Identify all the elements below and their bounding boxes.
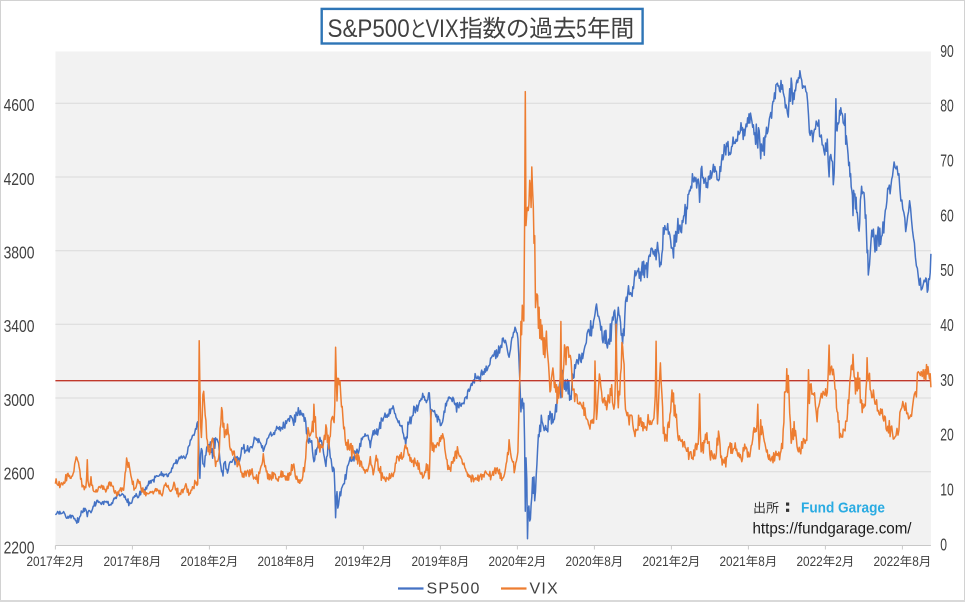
svg-text:3800: 3800	[4, 244, 35, 263]
svg-text:4200: 4200	[4, 170, 35, 189]
svg-text:0: 0	[940, 535, 947, 555]
svg-text:20: 20	[940, 426, 954, 446]
svg-text:5: 5	[576, 15, 586, 43]
svg-text:8: 8	[912, 554, 919, 569]
svg-text:2020: 2020	[489, 554, 515, 569]
svg-text:SP500: SP500	[427, 581, 481, 598]
svg-text:2019: 2019	[412, 554, 438, 569]
svg-text:2022: 2022	[874, 554, 900, 569]
svg-text:2017: 2017	[104, 554, 130, 569]
svg-text:8: 8	[296, 554, 303, 569]
svg-text:2019: 2019	[335, 554, 361, 569]
svg-text:10: 10	[940, 480, 954, 500]
svg-text:2021: 2021	[720, 554, 746, 569]
svg-text:60: 60	[940, 206, 954, 226]
svg-text:2: 2	[219, 554, 226, 569]
svg-text:2018: 2018	[258, 554, 284, 569]
svg-text:2: 2	[65, 554, 72, 569]
svg-text:80: 80	[940, 97, 954, 117]
svg-text:Fund Garage: Fund Garage	[801, 501, 885, 517]
svg-text:2020: 2020	[566, 554, 592, 569]
svg-text:VIX: VIX	[530, 581, 559, 598]
svg-text:8: 8	[604, 554, 611, 569]
svg-text:70: 70	[940, 151, 954, 171]
svg-text:2: 2	[527, 554, 534, 569]
svg-text:50: 50	[940, 261, 954, 281]
svg-text:8: 8	[142, 554, 149, 569]
svg-text:2600: 2600	[4, 465, 35, 484]
svg-text:3400: 3400	[4, 318, 35, 337]
svg-text:2200: 2200	[4, 539, 35, 558]
svg-text:8: 8	[758, 554, 765, 569]
svg-text:VIX: VIX	[426, 15, 459, 43]
svg-text:2021: 2021	[643, 554, 669, 569]
svg-text:4600: 4600	[4, 97, 35, 116]
svg-text:8: 8	[450, 554, 457, 569]
svg-text:https://fundgarage.com/: https://fundgarage.com/	[753, 521, 913, 538]
svg-text:90: 90	[940, 42, 954, 62]
svg-text:2017: 2017	[27, 554, 53, 569]
svg-text:3000: 3000	[4, 391, 35, 410]
svg-text:2: 2	[681, 554, 688, 569]
svg-text:2022: 2022	[797, 554, 823, 569]
svg-text:40: 40	[940, 316, 954, 336]
svg-text:2: 2	[373, 554, 380, 569]
svg-text:S&P500: S&P500	[328, 15, 410, 43]
svg-text:2018: 2018	[181, 554, 207, 569]
svg-text:30: 30	[940, 371, 954, 391]
svg-text:2: 2	[835, 554, 842, 569]
